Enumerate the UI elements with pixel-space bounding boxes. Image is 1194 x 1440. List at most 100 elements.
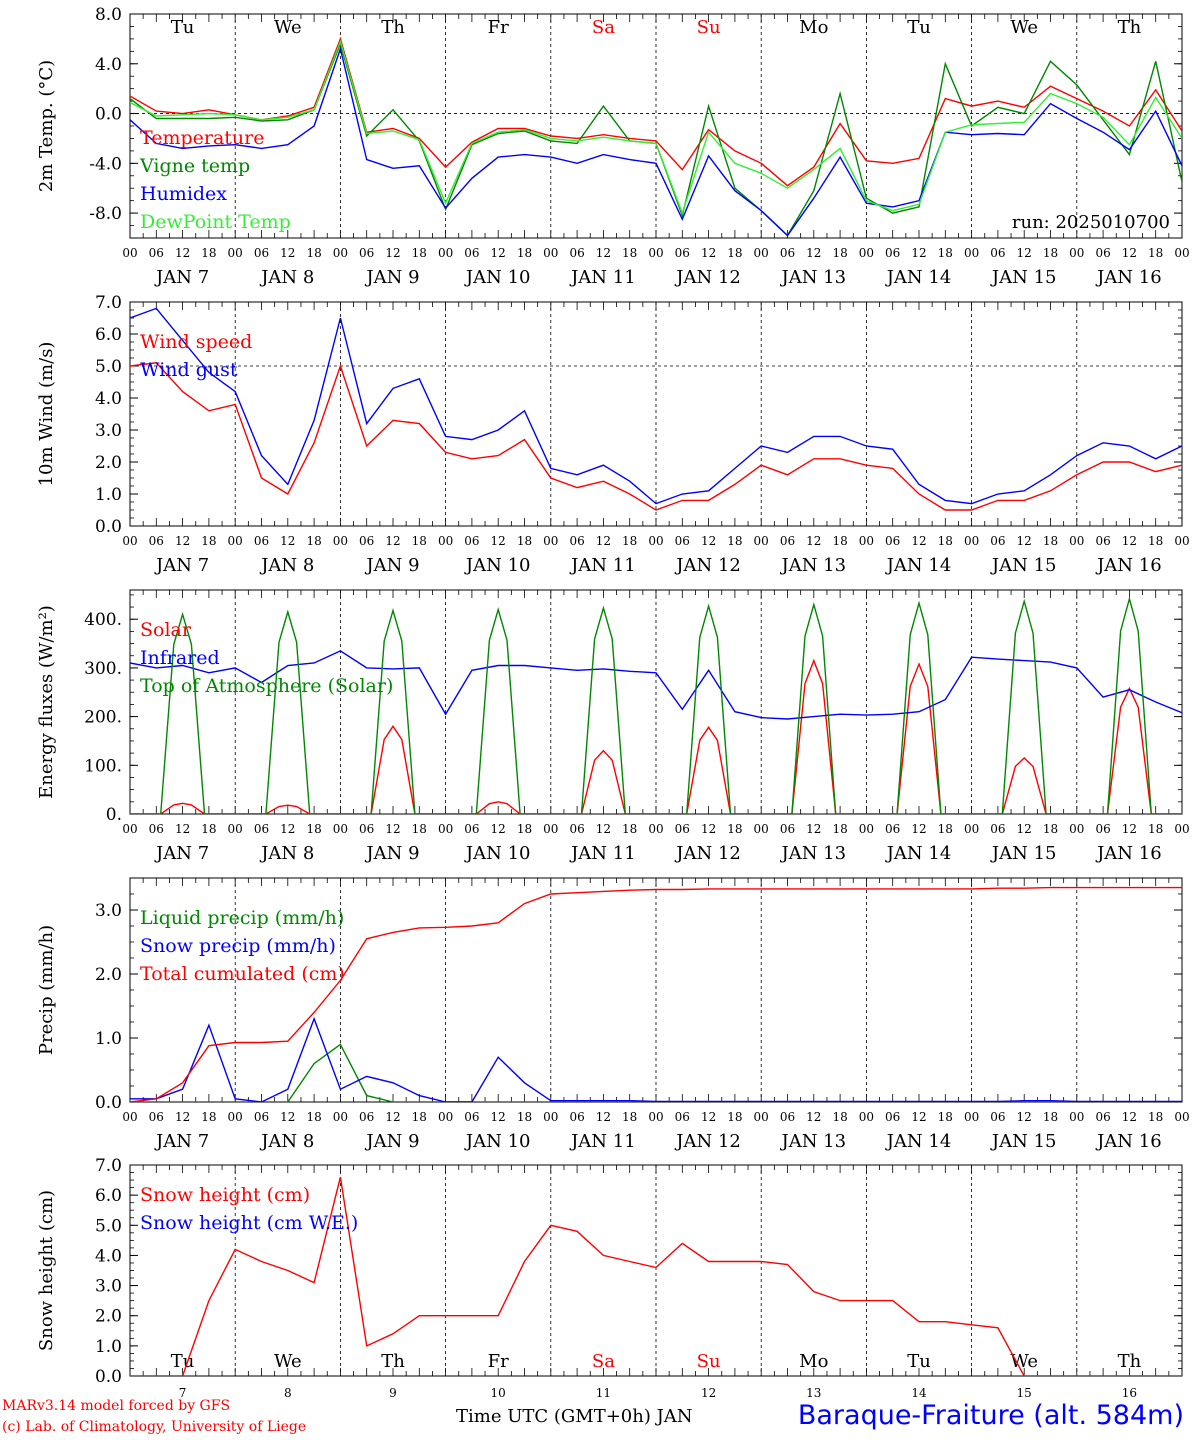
date-label: JAN 11: [569, 1131, 636, 1152]
y-tick-label: 0.: [106, 805, 122, 825]
series-line-wind-gust: [130, 307, 1182, 505]
day-name: Tu: [171, 1351, 195, 1372]
hour-tick-label: 06: [464, 1110, 479, 1124]
series-group: [130, 1176, 1182, 1376]
hour-tick-label: 06: [780, 246, 795, 260]
hour-tick-label: 12: [806, 534, 821, 548]
hour-tick-label: 18: [517, 822, 532, 836]
day-number-label: 11: [596, 1386, 611, 1400]
hour-tick-label: 12: [701, 1110, 716, 1124]
date-label: JAN 11: [569, 843, 636, 864]
hour-tick-label: 18: [938, 534, 953, 548]
date-label: JAN 8: [259, 1131, 314, 1152]
hour-tick-label: 00: [648, 822, 663, 836]
hour-tick-label: 18: [832, 534, 847, 548]
hour-tick-label: 00: [438, 822, 453, 836]
day-number-label: 10: [491, 1386, 506, 1400]
y-tick-label: 4.0: [95, 1246, 122, 1266]
hour-tick-label: 18: [412, 822, 427, 836]
hour-tick-label: 00: [333, 1110, 348, 1124]
plot-frame: [129, 301, 1183, 527]
hour-tick-label: 18: [727, 534, 742, 548]
hour-tick-label: 18: [1148, 246, 1163, 260]
series-line-wind-speed: [130, 362, 1182, 511]
hour-tick-label: 18: [1043, 822, 1058, 836]
day-number-label: 8: [284, 1386, 292, 1400]
series-line-top-of-atmosphere-solar-: [130, 596, 1182, 814]
date-label: JAN 10: [464, 843, 531, 864]
plot-frame: [129, 589, 1183, 815]
hour-tick-label: 18: [412, 1110, 427, 1124]
hour-tick-label: 18: [727, 822, 742, 836]
hour-tick-label: 00: [1069, 822, 1084, 836]
day-name: Th: [381, 1351, 405, 1372]
legend-entry: Solar: [140, 619, 192, 641]
day-name: We: [274, 1351, 302, 1372]
hour-tick-label: 12: [1017, 822, 1032, 836]
series-line-humidex: [130, 46, 1182, 237]
hour-tick-label: 00: [333, 534, 348, 548]
hour-tick-label: 12: [1017, 1110, 1032, 1124]
legend-entry: Wind speed: [140, 331, 252, 353]
date-label: JAN 7: [154, 843, 209, 864]
hour-tick-label: 18: [306, 822, 321, 836]
date-label: JAN 14: [885, 267, 952, 288]
hour-tick-label: 06: [254, 822, 269, 836]
hour-tick-label: 18: [832, 822, 847, 836]
date-label: JAN 14: [885, 1131, 952, 1152]
y-axis-label: 2m Temp. (°C): [36, 60, 57, 192]
series-line-infrared: [130, 650, 1182, 720]
y-tick-label: 2.0: [95, 1307, 122, 1327]
hour-tick-label: 00: [859, 534, 874, 548]
hour-tick-label: 00: [543, 534, 558, 548]
legend-entry: Wind gust: [140, 359, 238, 381]
hour-tick-label: 00: [122, 822, 137, 836]
day-name: Fr: [488, 1351, 509, 1372]
hour-tick-label: 18: [1043, 534, 1058, 548]
y-tick-label: 6.0: [95, 325, 122, 345]
hour-tick-label: 00: [648, 1110, 663, 1124]
legend-entry: Liquid precip (mm/h): [140, 907, 344, 929]
hour-tick-label: 00: [228, 534, 243, 548]
y-tick-label: 6.0: [95, 1186, 122, 1206]
day-number-label: 15: [1017, 1386, 1032, 1400]
legend-entry: DewPoint Temp: [140, 211, 291, 233]
y-tick-label: 300.: [84, 659, 122, 679]
hour-tick-label: 06: [569, 1110, 584, 1124]
hour-tick-label: 18: [1043, 246, 1058, 260]
hour-tick-label: 00: [1174, 246, 1189, 260]
lab-credit: (c) Lab. of Climatology, University of L…: [2, 1419, 307, 1435]
hour-tick-label: 00: [754, 822, 769, 836]
day-name: Fr: [488, 17, 509, 38]
legend-entry: Top of Atmosphere (Solar): [140, 675, 393, 697]
hour-tick-label: 06: [675, 246, 690, 260]
hour-tick-label: 12: [1017, 246, 1032, 260]
hour-tick-label: 00: [333, 246, 348, 260]
hour-tick-label: 18: [1043, 1110, 1058, 1124]
hour-tick-label: 12: [175, 1110, 190, 1124]
date-label: JAN 8: [259, 555, 314, 576]
hour-tick-label: 12: [385, 534, 400, 548]
hour-tick-label: 18: [622, 534, 637, 548]
hour-tick-label: 06: [464, 246, 479, 260]
day-name: Th: [381, 17, 405, 38]
date-label: JAN 16: [1095, 843, 1162, 864]
y-tick-label: 4.0: [95, 55, 122, 75]
day-number-label: 7: [179, 1386, 187, 1400]
date-label: JAN 8: [259, 843, 314, 864]
hour-tick-label: 18: [306, 534, 321, 548]
legend-entry: Temperature: [140, 127, 264, 149]
day-name: Tu: [907, 1351, 931, 1372]
hour-tick-label: 18: [201, 822, 216, 836]
hour-tick-label: 12: [491, 246, 506, 260]
hour-tick-label: 06: [254, 1110, 269, 1124]
day-number-label: 9: [389, 1386, 397, 1400]
y-tick-label: 7.0: [95, 293, 122, 313]
date-label: JAN 7: [154, 1131, 209, 1152]
hour-tick-label: 12: [806, 1110, 821, 1124]
date-label: JAN 13: [780, 1131, 847, 1152]
hour-tick-label: 18: [938, 246, 953, 260]
panel-2: 7.0 6.0 5.0 4.0 3.0 2.0 1.0 0.0 10m Wind (m/s) 00…: [36, 293, 1190, 576]
hour-tick-label: 06: [990, 534, 1005, 548]
panel-5: 7.0 6.0 5.0 4.0 3.0 2.0 1.0 0.0 Snow height (cm)…: [36, 1156, 1183, 1400]
